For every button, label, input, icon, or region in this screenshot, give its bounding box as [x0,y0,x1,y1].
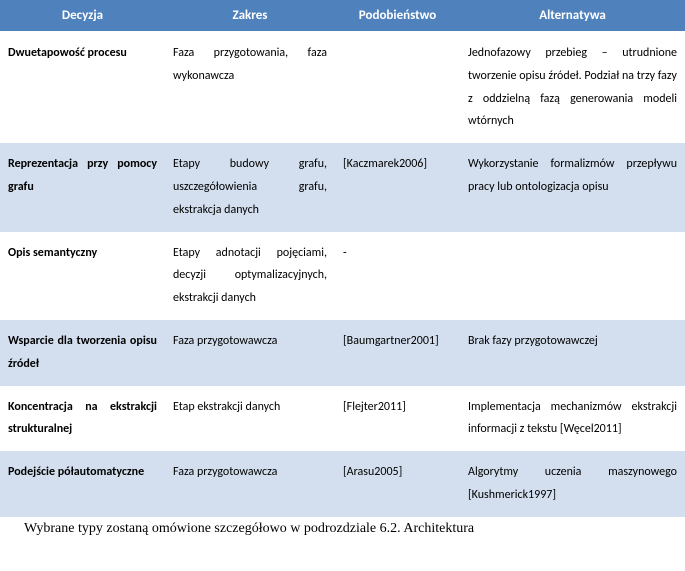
cell-decision: Koncentracja na ekstrakcji strukturalnej [0,386,165,452]
cell-similarity: [Flejter2011] [335,386,460,452]
cell-alternative: Jednofazowy przebieg – utrudnione tworze… [460,32,685,144]
cell-scope: Etapy adnotacji pojęciami, decyzji optym… [165,232,335,320]
table-row: Reprezentacja przy pomocy grafu Etapy bu… [0,143,685,231]
decisions-table: Decyzja Zakres Podobieństwo Alternatywa … [0,0,685,517]
table-row: Koncentracja na ekstrakcji strukturalnej… [0,386,685,452]
cell-decision: Opis semantyczny [0,232,165,320]
cell-decision: Dwuetapowość procesu [0,32,165,144]
cell-similarity: [Baumgartner2001] [335,320,460,386]
table-row: Opis semantyczny Etapy adnotacji pojęcia… [0,232,685,320]
cell-scope: Faza przygotowawcza [165,320,335,386]
col-header-scope: Zakres [165,0,335,32]
cell-decision: Wsparcie dla tworzenia opisu źródeł [0,320,165,386]
table-row: Dwuetapowość procesu Faza przygotowania,… [0,32,685,144]
table-header-row: Decyzja Zakres Podobieństwo Alternatywa [0,0,685,32]
cell-alternative [460,232,685,320]
cell-alternative: Implementacja mechanizmów ekstrakcji inf… [460,386,685,452]
cell-similarity: [Kaczmarek2006] [335,143,460,231]
col-header-decision: Decyzja [0,0,165,32]
cell-similarity [335,32,460,144]
cell-alternative: Algorytmy uczenia maszynowego [Kushmeric… [460,451,685,517]
cell-similarity: [Arasu2005] [335,451,460,517]
col-header-similarity: Podobieństwo [335,0,460,32]
cell-alternative: Brak fazy przygotowawczej [460,320,685,386]
cell-scope: Etap ekstrakcji danych [165,386,335,452]
cell-decision: Podejście półautomatyczne [0,451,165,517]
table-row: Wsparcie dla tworzenia opisu źródeł Faza… [0,320,685,386]
cell-scope: Faza przygotowania, faza wykonawcza [165,32,335,144]
table-row: Podejście półautomatyczne Faza przygotow… [0,451,685,517]
cell-similarity: - [335,232,460,320]
cell-scope: Etapy budowy grafu, uszczegółowienia gra… [165,143,335,231]
col-header-alternative: Alternatywa [460,0,685,32]
cell-scope: Faza przygotowawcza [165,451,335,517]
cell-alternative: Wykorzystanie formalizmów przepływu prac… [460,143,685,231]
footnote-text: Wybrane typy zostaną omówione szczegółow… [0,517,685,537]
cell-decision: Reprezentacja przy pomocy grafu [0,143,165,231]
